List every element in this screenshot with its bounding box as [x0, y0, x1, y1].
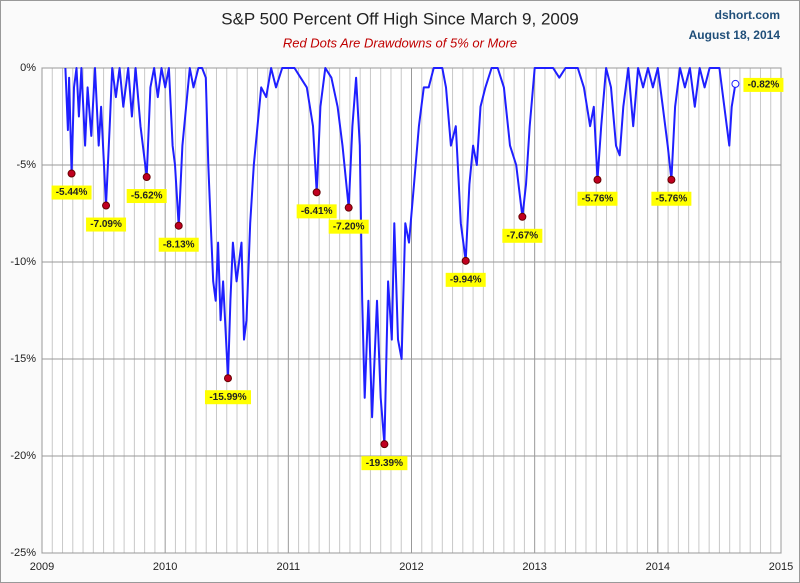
data-label-bg	[51, 185, 92, 200]
drawdown-dot	[142, 173, 151, 182]
data-label-bg	[651, 191, 692, 206]
chart-subtitle: Red Dots Are Drawdowns of 5% or More	[283, 35, 517, 50]
x-tick-label: 2013	[522, 561, 546, 573]
data-label-bg	[743, 77, 784, 92]
data-label: -19.39%	[366, 458, 403, 469]
data-label-bg	[158, 237, 199, 252]
data-label: -5.62%	[131, 191, 163, 202]
data-label: -5.76%	[582, 193, 614, 204]
data-label-bg	[328, 219, 369, 234]
date: August 18, 2014	[689, 28, 781, 42]
drawdown-dot	[223, 374, 232, 383]
data-label: -7.09%	[90, 219, 122, 230]
data-label: -6.41%	[301, 206, 333, 217]
x-tick-label: 2011	[277, 561, 301, 573]
data-label-bg	[86, 217, 127, 232]
x-tick-label: 2014	[646, 561, 670, 573]
y-tick-label: -5%	[16, 159, 36, 171]
data-label-bg	[445, 272, 486, 287]
drawdown-dot	[667, 175, 676, 184]
data-label-bg	[296, 204, 337, 219]
y-tick-label: -25%	[10, 547, 36, 559]
data-label-bg	[204, 390, 251, 405]
data-label: -0.82%	[748, 80, 780, 91]
data-label-bg	[502, 228, 543, 243]
drawdown-dot	[518, 212, 527, 221]
data-label-bg	[126, 189, 167, 204]
data-label: -7.20%	[333, 221, 365, 232]
drawdown-dot	[593, 175, 602, 184]
drawdown-dot	[380, 440, 389, 449]
data-label: -15.99%	[209, 392, 246, 403]
data-label-bg	[577, 191, 618, 206]
x-tick-label: 2015	[769, 561, 793, 573]
y-tick-label: -10%	[10, 256, 36, 268]
drawdown-dot	[312, 188, 321, 197]
data-label: -7.67%	[507, 230, 539, 241]
chart-title: S&P 500 Percent Off High Since March 9, …	[221, 9, 579, 28]
source: dshort.com	[715, 8, 780, 22]
data-label: -9.94%	[450, 274, 482, 285]
x-tick-label: 2012	[399, 561, 423, 573]
y-tick-label: -20%	[10, 450, 36, 462]
data-label: -5.44%	[56, 187, 88, 198]
drawdown-dot	[102, 201, 111, 210]
data-label-bg	[361, 456, 408, 471]
drawdown-dot	[67, 169, 76, 178]
drawdown-dot	[461, 256, 470, 265]
line	[64, 67, 737, 446]
data-label: -8.13%	[163, 239, 195, 250]
latest-dot	[731, 79, 740, 88]
drawdown-dot	[174, 221, 183, 230]
x-tick-label: 2010	[153, 561, 177, 573]
data-label: -5.76%	[656, 193, 688, 204]
drawdown-dot	[344, 203, 353, 212]
y-tick-label: 0%	[20, 62, 36, 74]
y-tick-label: -15%	[10, 353, 36, 365]
x-tick-label: 2009	[30, 561, 54, 573]
